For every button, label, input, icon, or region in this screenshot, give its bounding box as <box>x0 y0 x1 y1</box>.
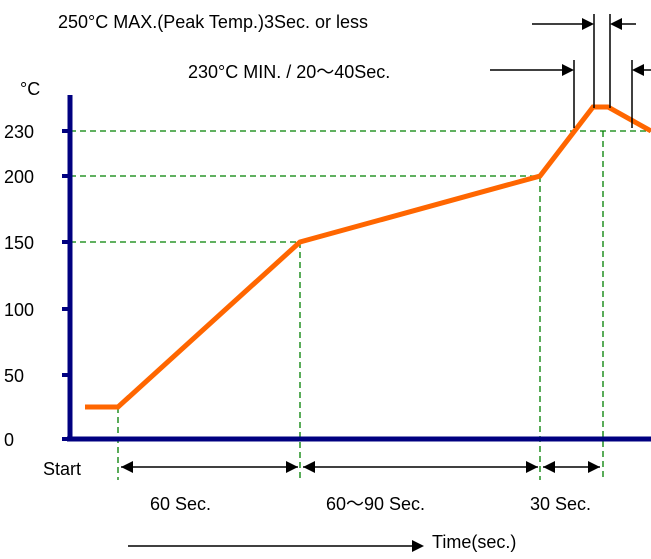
interval-label-3: 30 Sec. <box>530 494 591 514</box>
arrowhead <box>121 461 133 473</box>
arrowhead <box>543 461 555 473</box>
arrowhead <box>632 64 644 76</box>
profile-line <box>85 104 651 410</box>
y-ticks: 0 50 100 150 200 230 <box>4 122 70 450</box>
interval-label-2: 60〜90 Sec. <box>326 494 425 514</box>
arrowhead <box>562 64 574 76</box>
series <box>85 104 651 410</box>
arrowhead <box>610 18 622 30</box>
arrowhead <box>526 461 538 473</box>
arrowhead <box>412 540 424 552</box>
y-tick-label: 200 <box>4 167 34 187</box>
arrowhead <box>303 461 315 473</box>
y-tick-label: 150 <box>4 233 34 253</box>
axes <box>67 95 651 442</box>
interval-arrows <box>121 14 651 552</box>
start-label: Start <box>43 459 81 479</box>
y-axis-label: °C <box>20 79 40 99</box>
y-tick-label: 230 <box>4 122 34 142</box>
y-tick-label: 50 <box>4 366 24 386</box>
interval-label-1: 60 Sec. <box>150 494 211 514</box>
y-tick-label: 0 <box>4 430 14 450</box>
arrowhead <box>588 461 600 473</box>
y-tick-label: 100 <box>4 300 34 320</box>
arrowhead <box>582 18 594 30</box>
x-axis-label: Time(sec.) <box>432 532 516 552</box>
above-230-annotation: 230°C MIN. / 20〜40Sec. <box>188 62 390 82</box>
peak-annotation: 250°C MAX.(Peak Temp.)3Sec. or less <box>58 12 368 32</box>
guide-lines <box>70 130 651 480</box>
arrowhead <box>286 461 298 473</box>
